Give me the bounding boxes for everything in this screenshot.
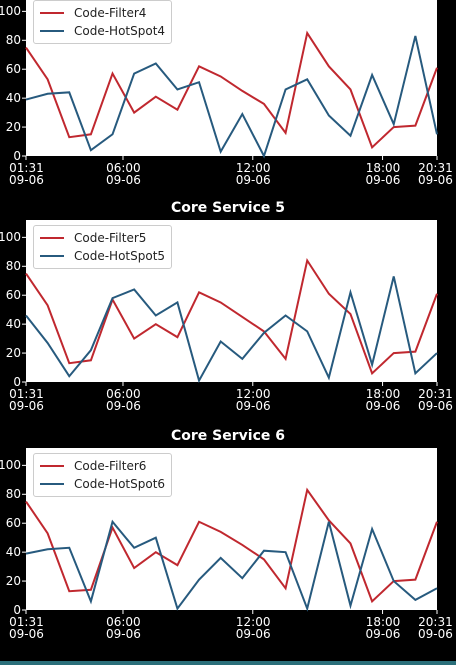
legend-swatch [40,237,64,239]
legend-swatch [40,483,64,485]
x-tick-label: 12:00 09-06 [235,615,271,641]
x-tick-label: 01:31 09-06 [9,161,44,187]
legend-swatch [40,255,64,257]
x-tick-label: 18:00 09-06 [365,161,401,187]
chart-title: Core Service 6 [171,428,285,444]
bottom-bar [0,661,456,665]
y-tick-label: 100 [0,4,21,19]
y-tick-label: 40 [5,317,21,332]
y-tick-label: 80 [5,259,21,274]
y-tick-label: 80 [5,33,21,48]
series-line [25,487,438,604]
y-tick-label: 40 [5,545,21,560]
legend-label: Code-HotSpot4 [74,24,166,38]
x-tick-label: 18:00 09-06 [365,615,401,641]
legend-swatch [40,12,64,14]
legend-label: Code-HotSpot6 [74,477,166,491]
series-line [25,257,438,376]
y-tick-label: 0 [13,149,21,163]
chart-title: Core Service 5 [171,200,285,216]
y-tick-label: 20 [5,120,21,135]
y-tick-label: 40 [5,91,21,106]
x-tick-label: 20:31 09-06 [418,161,453,187]
y-tick-label: 80 [5,487,21,502]
legend-label: Code-Filter6 [74,459,147,473]
y-tick-label: 100 [0,230,21,245]
legend: Code-Filter6 Code-HotSpot6 [33,453,173,497]
legend-item: Code-HotSpot5 [40,247,165,265]
x-tick-label: 20:31 09-06 [418,615,453,641]
series-line [25,35,438,159]
x-tick-label: 06:00 09-06 [105,161,141,187]
series-line [25,519,438,612]
x-tick-label: 06:00 09-06 [105,615,141,641]
y-tick-label: 60 [5,62,21,77]
legend-item: Code-Filter6 [40,457,165,475]
series-line [25,30,438,150]
y-tick-label: 60 [5,516,21,531]
legend-item: Code-HotSpot6 [40,475,165,493]
x-tick-label: 12:00 09-06 [235,387,271,413]
x-tick-label: 06:00 09-06 [105,387,141,413]
legend-item: Code-Filter4 [40,4,165,22]
legend-label: Code-Filter4 [74,6,147,20]
series-line [25,276,438,384]
x-tick-label: 20:31 09-06 [418,387,453,413]
x-tick-label: 01:31 09-06 [9,615,44,641]
legend-label: Code-Filter5 [74,231,147,245]
y-tick-label: 0 [13,603,21,617]
x-tick-label: 12:00 09-06 [235,161,271,187]
legend-item: Code-Filter5 [40,229,165,247]
legend-label: Code-HotSpot5 [74,249,166,263]
x-tick-label: 18:00 09-06 [365,387,401,413]
y-tick-label: 60 [5,288,21,303]
legend-item: Code-HotSpot4 [40,22,165,40]
y-tick-label: 100 [0,458,21,473]
legend-swatch [40,465,64,467]
y-tick-label: 0 [13,375,21,389]
legend: Code-Filter4 Code-HotSpot4 [33,0,173,44]
x-tick-label: 01:31 09-06 [9,387,44,413]
legend-swatch [40,30,64,32]
y-tick-label: 20 [5,346,21,361]
legend: Code-Filter5 Code-HotSpot5 [33,225,173,269]
y-tick-label: 20 [5,574,21,589]
